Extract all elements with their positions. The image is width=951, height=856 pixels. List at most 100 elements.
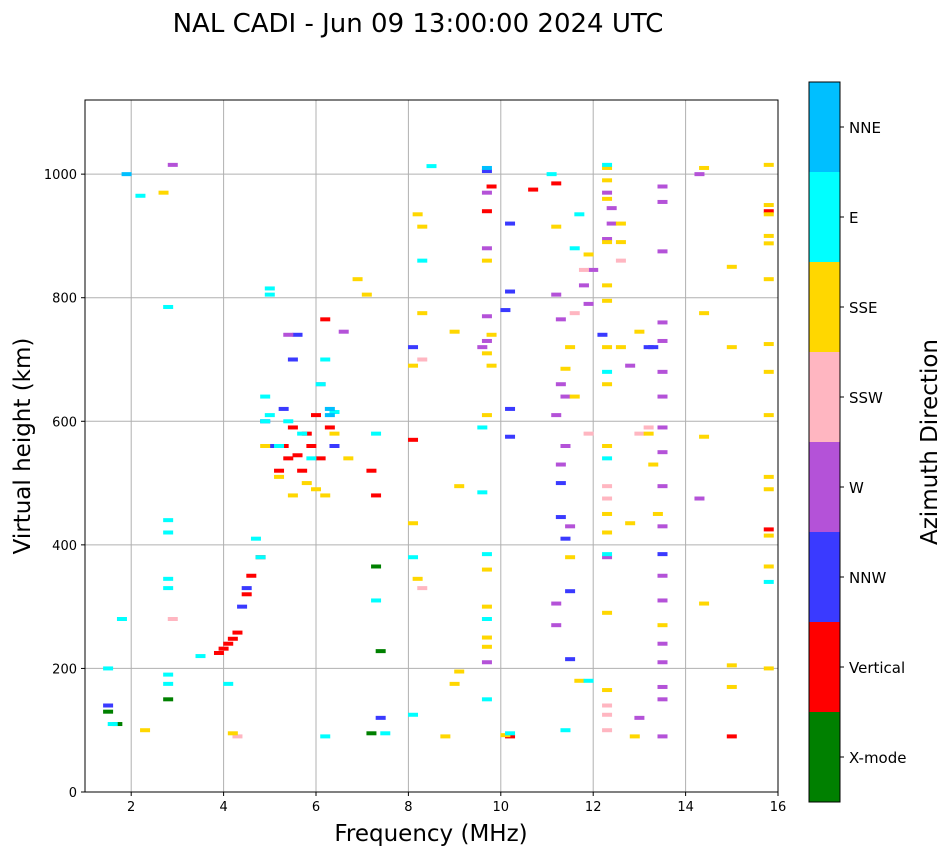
colorbar-segment-e	[809, 172, 840, 262]
echo-point-nnw	[278, 406, 289, 411]
echo-point-w	[657, 249, 668, 254]
echo-point-nnw	[505, 406, 516, 411]
echo-point-sse	[560, 366, 571, 371]
echo-point-sse	[481, 351, 492, 356]
echo-point-e	[264, 413, 275, 418]
x-axis-label: Frequency (MHz)	[334, 821, 527, 847]
echo-point-sse	[301, 481, 312, 486]
echo-point-sse	[615, 240, 626, 245]
echo-point-vertical	[763, 527, 774, 532]
echo-point-nne	[324, 406, 335, 411]
echo-point-vertical	[551, 181, 562, 186]
echo-point-e	[408, 555, 419, 560]
echo-point-sse	[648, 462, 659, 467]
echo-point-x-mode	[371, 564, 382, 569]
echo-point-vertical	[481, 209, 492, 214]
echo-point-sse	[287, 493, 298, 498]
x-tick-label: 10	[493, 800, 510, 815]
echo-point-sse	[602, 530, 613, 535]
echo-point-sse	[481, 635, 492, 640]
echo-point-w	[657, 184, 668, 189]
echo-point-sse	[602, 345, 613, 350]
colorbar-label: Azimuth Direction	[917, 339, 943, 545]
echo-point-w	[606, 206, 617, 211]
echo-point-e	[560, 728, 571, 733]
echo-point-e	[163, 518, 174, 523]
echo-point-w	[694, 172, 705, 177]
echo-point-nnw	[555, 515, 566, 520]
echo-point-sse	[726, 684, 737, 689]
echo-point-w	[657, 734, 668, 739]
x-tick-label: 14	[677, 800, 694, 815]
x-tick-label: 16	[770, 800, 787, 815]
colorbar-tick-label: E	[849, 209, 858, 227]
echo-point-e	[569, 246, 580, 251]
y-tick-label: 0	[69, 786, 77, 801]
echo-point-vertical	[763, 209, 774, 214]
echo-point-sse	[583, 252, 594, 257]
echo-point-x-mode	[366, 731, 377, 736]
echo-point-nnw	[237, 604, 248, 609]
colorbar-segment-vertical	[809, 622, 840, 712]
echo-point-ssw	[602, 484, 613, 489]
echo-point-vertical	[408, 437, 419, 442]
echo-point-nnw	[555, 481, 566, 486]
echo-point-sse	[486, 332, 497, 337]
echo-point-w	[657, 684, 668, 689]
echo-point-e	[481, 552, 492, 557]
echo-point-sse	[158, 190, 169, 195]
y-tick-label: 200	[52, 662, 77, 677]
echo-point-sse	[417, 311, 428, 316]
echo-point-e	[602, 552, 613, 557]
echo-point-x-mode	[103, 709, 114, 714]
echo-point-e	[163, 672, 174, 677]
echo-point-ssw	[602, 712, 613, 717]
echo-point-sse	[408, 363, 419, 368]
echo-point-vertical	[486, 184, 497, 189]
echo-point-w	[551, 413, 562, 418]
echo-point-sse	[412, 212, 423, 217]
echo-point-e	[274, 444, 285, 448]
echo-point-sse	[763, 487, 774, 492]
echo-point-e	[371, 598, 382, 603]
echo-point-sse	[602, 610, 613, 615]
echo-point-vertical	[292, 453, 303, 458]
echo-point-sse	[763, 203, 774, 208]
echo-point-e	[163, 530, 174, 535]
echo-point-e	[408, 712, 419, 717]
echo-point-sse	[408, 521, 419, 526]
echo-point-e	[371, 431, 382, 436]
echo-point-ssw	[615, 258, 626, 263]
colorbar-tick-label: X-mode	[849, 749, 906, 767]
echo-point-ssw	[578, 267, 589, 272]
y-tick-label: 800	[52, 292, 77, 307]
echo-point-vertical	[218, 646, 229, 651]
echo-point-sse	[602, 240, 613, 245]
echo-point-sse	[763, 666, 774, 671]
echo-point-vertical	[283, 456, 294, 461]
echo-point-w	[560, 444, 571, 448]
colorbar-segment-nnw	[809, 532, 840, 622]
echo-point-w	[625, 363, 636, 368]
colorbar-tick-label: NNW	[849, 569, 886, 587]
echo-point-e	[103, 666, 114, 671]
echo-point-sse	[602, 688, 613, 693]
echo-point-w	[657, 320, 668, 325]
echo-point-sse	[602, 178, 613, 183]
echo-point-sse	[763, 241, 774, 246]
echo-point-sse	[657, 623, 668, 628]
echo-point-w	[551, 601, 562, 606]
colorbar-segment-nne	[809, 82, 840, 172]
echo-point-e	[417, 258, 428, 263]
echo-point-nne	[121, 172, 132, 177]
echo-point-e	[250, 536, 261, 541]
echo-point-e	[602, 369, 613, 374]
y-axis-label: Virtual height (km)	[10, 338, 36, 555]
x-tick-label: 8	[404, 800, 412, 815]
echo-point-sse	[481, 644, 492, 649]
echo-point-w	[657, 660, 668, 665]
echo-point-sse	[140, 728, 151, 733]
echo-point-w	[657, 573, 668, 578]
echo-point-ssw	[634, 431, 645, 436]
echo-point-nnw	[287, 357, 298, 362]
